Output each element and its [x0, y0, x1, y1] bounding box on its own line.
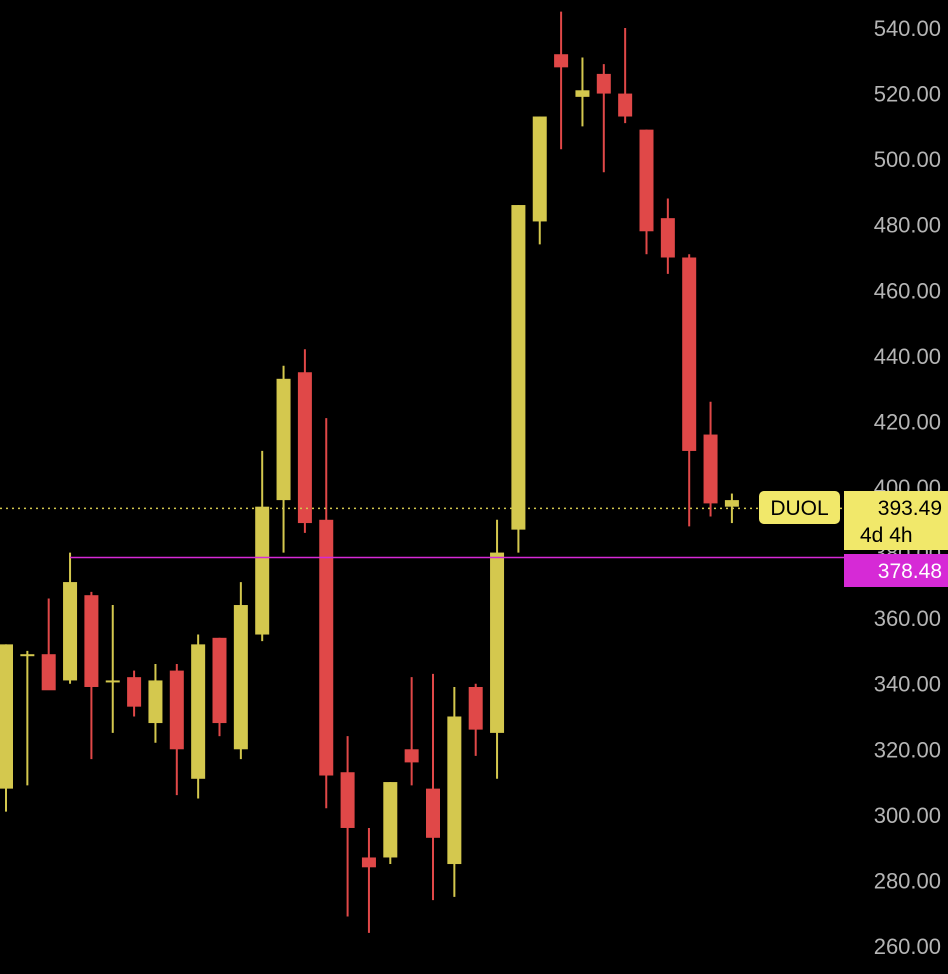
last-price-tag-bg — [844, 491, 948, 550]
candle-body — [383, 782, 398, 858]
candle — [127, 670, 142, 717]
candle — [532, 116, 547, 245]
last-price-tag[interactable]: 393.49 4d 4h — [844, 491, 948, 550]
candle-body — [276, 378, 291, 501]
y-tick-label: 300.00 — [874, 803, 941, 828]
candle-body — [682, 257, 697, 451]
candle-body — [0, 644, 13, 789]
candle — [383, 782, 398, 865]
candle-body — [426, 788, 440, 838]
candles-group — [0, 11, 739, 933]
candle-body — [319, 519, 334, 776]
candle — [426, 673, 440, 901]
candle-body — [105, 680, 120, 683]
candle-body — [41, 654, 56, 691]
y-tick-label: 280.00 — [874, 868, 941, 893]
candle-body — [660, 218, 675, 258]
candle-body — [618, 93, 633, 117]
countdown-label: 4d 4h — [860, 524, 913, 547]
candle-body — [20, 654, 35, 657]
candle — [319, 418, 334, 809]
candle — [724, 493, 739, 524]
y-tick-label: 340.00 — [874, 672, 941, 697]
y-tick-label: 540.00 — [874, 16, 941, 41]
y-tick-label: 320.00 — [874, 737, 941, 762]
candle — [0, 644, 13, 812]
candle — [340, 736, 355, 917]
candle-body — [255, 506, 270, 635]
y-tick-label: 520.00 — [874, 82, 941, 107]
candle-body — [490, 552, 505, 733]
candle — [255, 450, 270, 642]
candle-body — [212, 637, 227, 724]
ticker-tag-bg — [759, 491, 840, 524]
candle-body — [447, 716, 462, 865]
candle — [468, 683, 483, 756]
candle-body — [233, 605, 248, 750]
y-tick-label: 480.00 — [874, 213, 941, 238]
candle — [703, 401, 718, 517]
candle-body — [639, 129, 654, 232]
candle — [554, 11, 569, 150]
candle — [105, 605, 120, 733]
candle — [575, 57, 590, 127]
candle — [490, 519, 505, 779]
y-tick-label: 500.00 — [874, 147, 941, 172]
candle — [276, 365, 291, 553]
candle — [447, 686, 462, 897]
candle-body — [63, 582, 78, 681]
candle — [212, 637, 227, 737]
level-price-tag-bg — [844, 554, 948, 587]
y-tick-label: 360.00 — [874, 606, 941, 631]
candle-body — [596, 73, 611, 94]
candle — [404, 677, 419, 786]
candle — [596, 64, 611, 173]
candle-body — [703, 434, 718, 504]
candle — [191, 634, 206, 799]
candle — [682, 254, 697, 527]
candle-body — [191, 644, 206, 779]
candle-body — [575, 90, 590, 97]
candle — [148, 664, 163, 743]
candle — [233, 582, 248, 760]
candle — [297, 349, 312, 533]
candle — [618, 28, 633, 124]
candle — [511, 205, 526, 553]
candle-body — [340, 772, 355, 828]
candle — [169, 664, 184, 796]
candle-body — [511, 205, 526, 530]
candle — [639, 129, 654, 255]
y-tick-label: 440.00 — [874, 344, 941, 369]
ticker-label: DUOL — [770, 497, 828, 520]
y-axis[interactable]: 260.00280.00300.00320.00340.00360.00380.… — [874, 16, 941, 959]
candle-body — [724, 500, 739, 507]
candle-body — [361, 857, 376, 868]
candle — [84, 591, 99, 760]
candle-body — [554, 54, 569, 68]
ticker-tag[interactable]: DUOL — [759, 491, 840, 524]
candle-body — [127, 677, 142, 707]
y-tick-label: 260.00 — [874, 934, 941, 959]
candle-body — [532, 116, 547, 222]
price-lines-group — [0, 507, 844, 559]
last-price-label: 393.49 — [878, 497, 942, 520]
candle-body — [468, 686, 483, 730]
y-tick-label: 460.00 — [874, 278, 941, 303]
candle-body — [297, 372, 312, 524]
candle — [660, 198, 675, 274]
candle-body — [84, 595, 99, 687]
candle — [41, 598, 56, 691]
candle-body — [148, 680, 163, 724]
level-price-label: 378.48 — [878, 560, 942, 583]
candle — [20, 650, 35, 786]
candle-body — [404, 749, 419, 763]
candle — [361, 827, 376, 933]
level-price-tag[interactable]: 378.48 — [844, 554, 948, 587]
candle — [63, 552, 78, 684]
candle-body — [169, 670, 184, 750]
y-tick-label: 420.00 — [874, 409, 941, 434]
